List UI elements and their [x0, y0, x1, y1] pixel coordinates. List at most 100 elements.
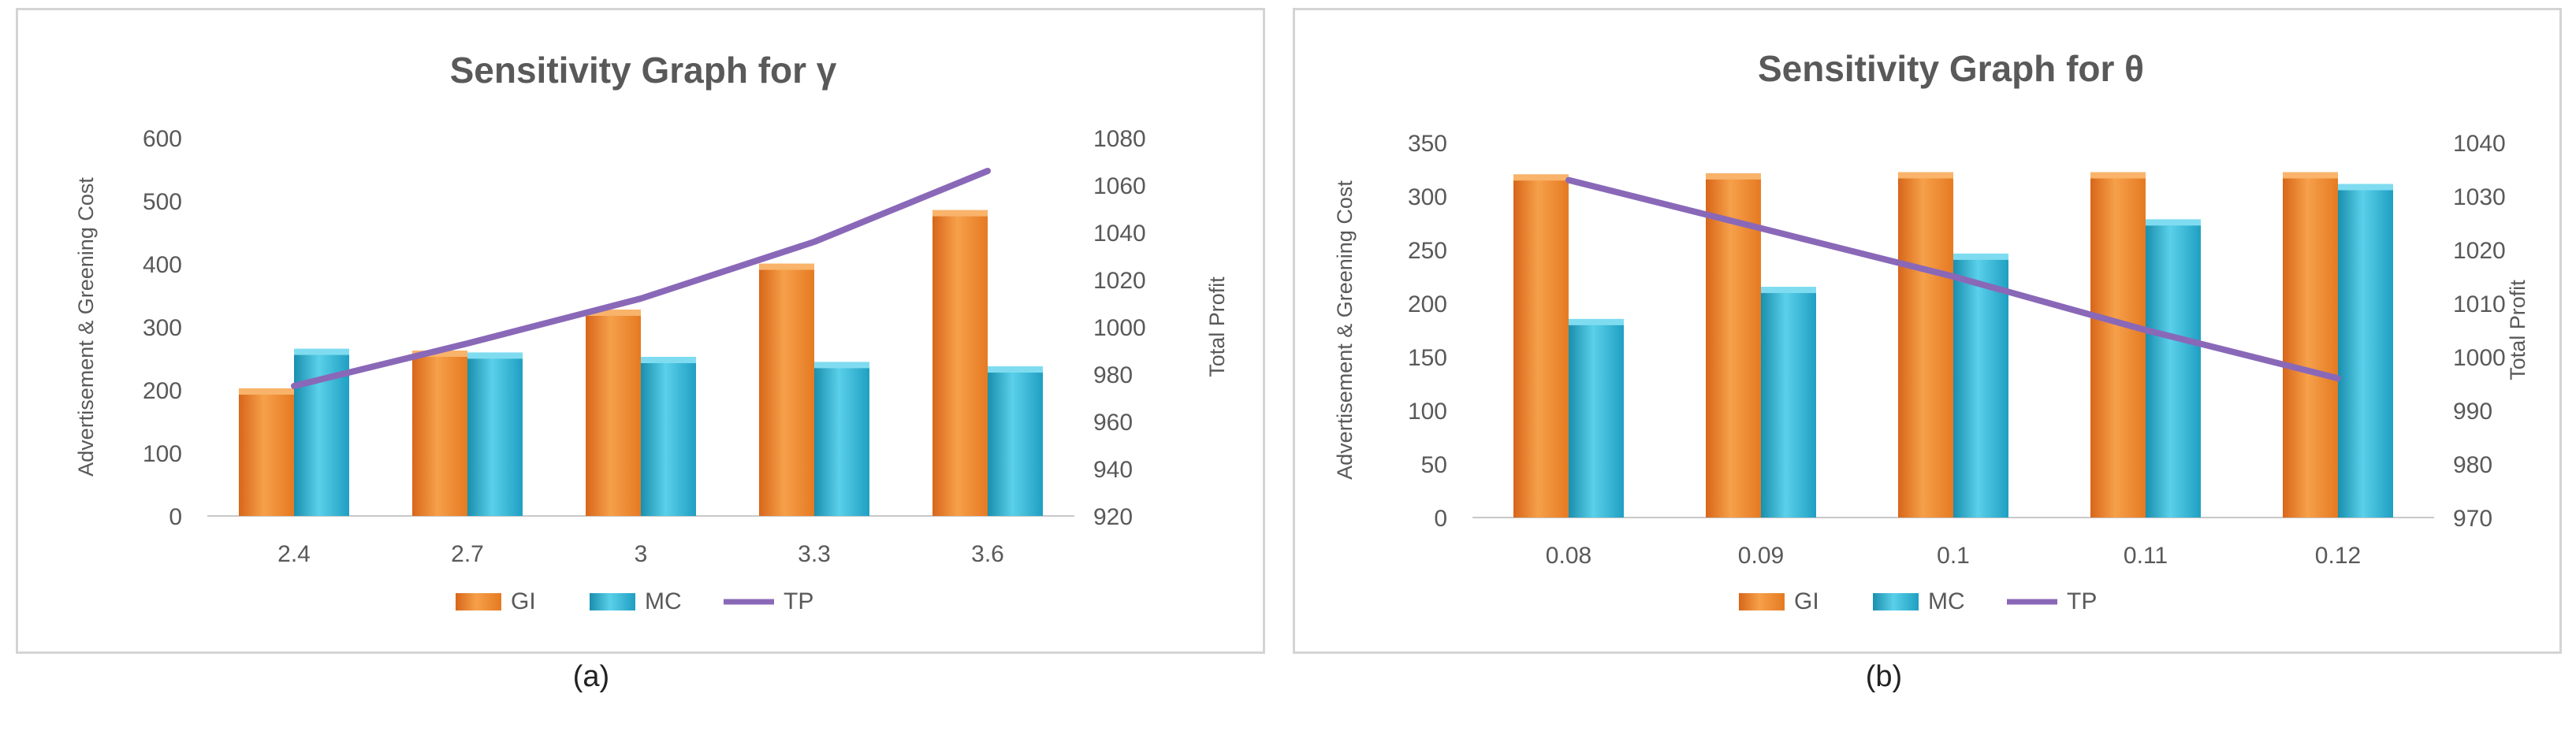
- y2-tick-label: 1060: [1093, 173, 1146, 199]
- y2-tick-label: 970: [2453, 506, 2492, 532]
- y-tick-label: 100: [143, 441, 182, 467]
- caption-a: (a): [572, 660, 610, 693]
- y-tick-label: 300: [143, 315, 182, 341]
- legend-label-gi: GI: [511, 588, 536, 614]
- legend-swatch-mc: [590, 593, 635, 610]
- y2-tick-label: 980: [2453, 452, 2492, 478]
- chart-b-svg: Sensitivity Graph for θ 0 50 100 150 200 250 30…: [1333, 48, 2529, 614]
- bar-mc: [1953, 258, 2008, 518]
- legend-label-tp: TP: [784, 588, 813, 614]
- y-tick-label: 150: [1408, 345, 1447, 371]
- y-tick-label: 0: [1434, 506, 1447, 532]
- bar-mc-top: [641, 357, 696, 363]
- y2-tick-label: 1030: [2453, 184, 2506, 210]
- chart-title: Sensitivity Graph for θ: [1758, 48, 2144, 89]
- bar-gi-top: [1513, 174, 1569, 181]
- bar-mc: [467, 357, 523, 516]
- bar-mc-top: [988, 366, 1043, 373]
- legend-swatch-gi: [1739, 593, 1785, 610]
- y2-tick-label: 1040: [1093, 221, 1146, 247]
- bar-mc-top: [1953, 253, 2008, 260]
- line-tp: [291, 168, 991, 389]
- bar-gi: [1898, 176, 1953, 518]
- y-axis-title: Advertisement & Greening Cost: [74, 177, 98, 477]
- bar-mc: [988, 371, 1043, 516]
- y-axis-title: Advertisement & Greening Cost: [1333, 180, 1357, 480]
- y-tick-label: 0: [169, 504, 182, 530]
- caption-b: (b): [1865, 660, 1903, 693]
- y-tick-label: 200: [1408, 291, 1447, 317]
- bar-mc-top: [814, 362, 869, 369]
- bar-gi-top: [586, 310, 641, 316]
- y-tick-label: 250: [1408, 238, 1447, 264]
- x-tick-label: 0.12: [2315, 543, 2361, 569]
- bar-gi-top: [412, 351, 467, 357]
- x-tick-label: 0.08: [1546, 543, 1591, 569]
- y2-tick-label: 980: [1093, 362, 1133, 388]
- y2-axis-title: Total Profit: [2506, 280, 2529, 380]
- y-tick-label: 600: [143, 126, 182, 152]
- y-tick-label: 50: [1421, 452, 1447, 478]
- bar-gi: [1706, 177, 1761, 518]
- y-tick-label: 350: [1408, 131, 1447, 157]
- x-tick-label: 0.11: [2124, 543, 2168, 569]
- y2-tick-label: 920: [1093, 504, 1133, 530]
- y-tick-label: 500: [143, 189, 182, 215]
- bar-mc: [1761, 291, 1816, 518]
- bar-gi: [586, 314, 641, 516]
- x-tick-label: 0.09: [1738, 543, 1784, 569]
- legend-label-mc: MC: [1928, 588, 1965, 614]
- line-tp: [1565, 176, 2341, 382]
- x-tick-label: 2.4: [277, 541, 311, 567]
- y-tick-label: 200: [143, 378, 182, 404]
- x-tick-label: 2.7: [451, 541, 484, 567]
- bar-gi-top: [2090, 172, 2146, 179]
- legend-swatch-mc: [1873, 593, 1919, 610]
- y2-tick-label: 1010: [2453, 291, 2506, 317]
- chart-a-svg: Sensitivity Graph for γ 0 100 200 300 400 500 6…: [74, 50, 1229, 614]
- bar-mc: [2338, 188, 2393, 518]
- x-tick-label: 3.3: [798, 541, 831, 567]
- bar-gi: [1513, 179, 1569, 518]
- legend-swatch-gi: [456, 593, 501, 610]
- bar-mc-top: [2146, 219, 2201, 226]
- bar-gi: [2090, 176, 2146, 518]
- y-tick-label: 400: [143, 252, 182, 278]
- y2-tick-label: 940: [1093, 457, 1133, 483]
- chart-panel-a: Sensitivity Graph for γ 0 100 200 300 400 500 6…: [16, 8, 1265, 654]
- y2-tick-label: 1000: [1093, 315, 1146, 341]
- bar-mc: [2146, 224, 2201, 518]
- x-tick-label: 0.1: [1937, 543, 1970, 569]
- bar-mc-top: [294, 348, 349, 355]
- y2-tick-label: 990: [2453, 399, 2492, 425]
- bar-gi-top: [1706, 173, 1761, 180]
- x-tick-label: 3.6: [971, 541, 1004, 567]
- chart-title: Sensitivity Graph for γ: [450, 50, 837, 91]
- bar-gi-top: [2283, 172, 2338, 179]
- y2-tick-label: 960: [1093, 410, 1133, 436]
- bar-mc: [1569, 323, 1624, 518]
- bar-gi: [412, 355, 467, 516]
- bar-mc: [641, 362, 696, 516]
- bar-mc-top: [1761, 287, 1816, 294]
- legend-label-gi: GI: [1794, 588, 1819, 614]
- y2-tick-label: 1040: [2453, 131, 2506, 157]
- y2-tick-label: 1000: [2453, 345, 2506, 371]
- y2-axis-title: Total Profit: [1205, 276, 1229, 377]
- bar-gi-top: [932, 210, 988, 217]
- bar-gi-top: [759, 263, 814, 270]
- bar-gi: [932, 214, 988, 516]
- bar-gi-top: [1898, 172, 1953, 179]
- bar-gi: [239, 393, 294, 516]
- legend-label-tp: TP: [2067, 588, 2097, 614]
- y-tick-label: 300: [1408, 184, 1447, 210]
- y2-tick-label: 1020: [2453, 238, 2506, 264]
- bar-gi: [759, 268, 814, 516]
- chart-panel-b: Sensitivity Graph for θ 0 50 100 150 200 250 30…: [1293, 8, 2562, 654]
- bar-gi: [2283, 176, 2338, 518]
- bar-mc-top: [467, 352, 523, 359]
- bar-gi-top: [239, 388, 294, 395]
- legend-label-mc: MC: [645, 588, 682, 614]
- y2-tick-label: 1080: [1093, 126, 1146, 152]
- bar-mc: [814, 366, 869, 516]
